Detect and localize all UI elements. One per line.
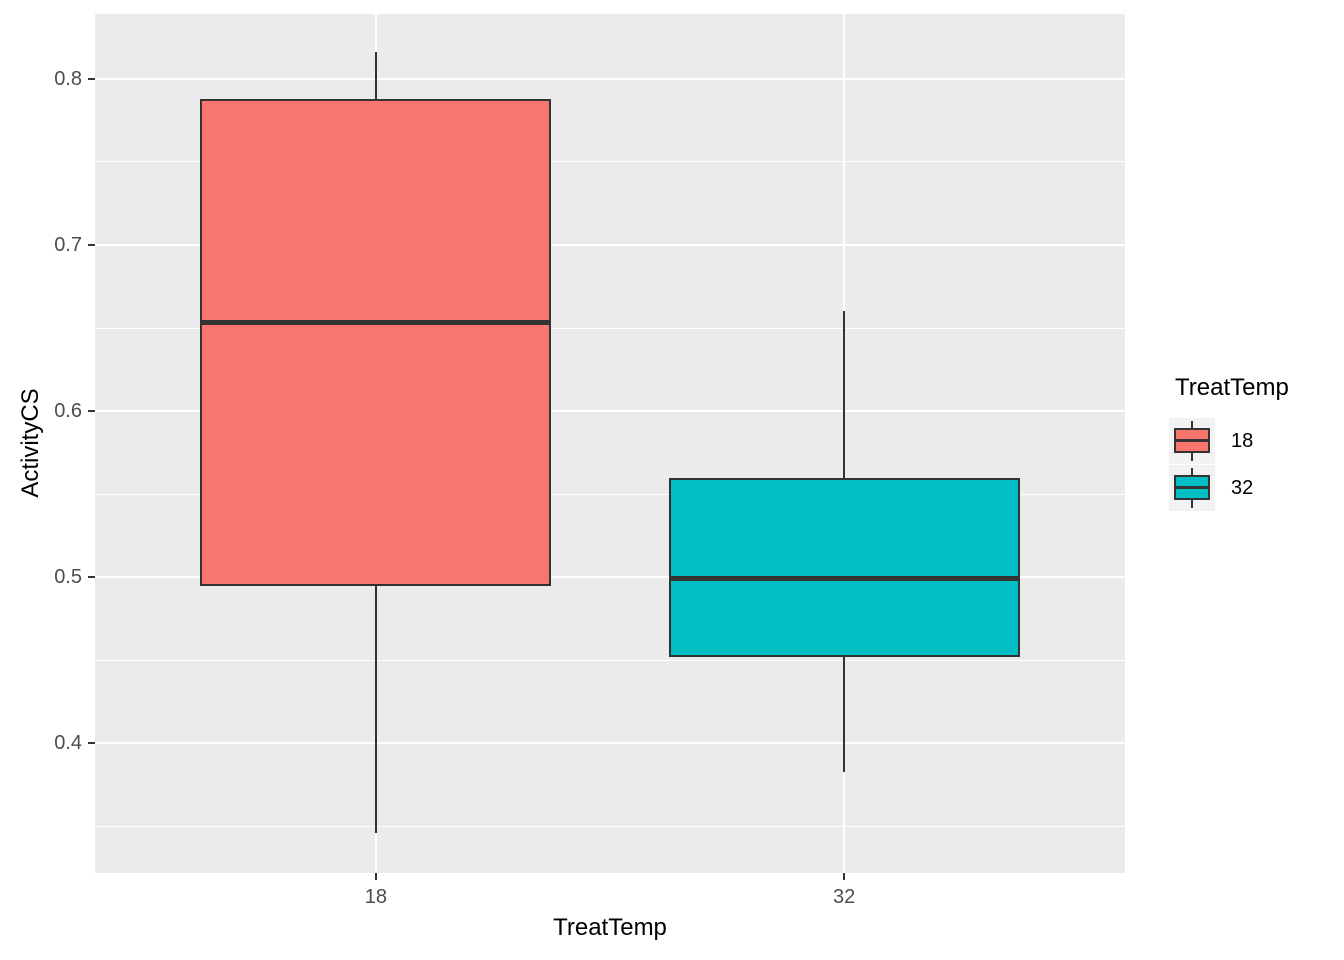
- plot-panel: [95, 14, 1125, 873]
- x-tick-mark: [843, 873, 846, 880]
- gridline-major: [95, 410, 1125, 413]
- legend-key-box: [1174, 428, 1210, 453]
- gridline-major: [95, 243, 1125, 246]
- legend-label: 18: [1231, 430, 1254, 452]
- legend-items: 18 32: [1169, 418, 1344, 511]
- legend-label: 32: [1231, 477, 1254, 499]
- median-line-18: [202, 320, 550, 326]
- gridline-major: [95, 742, 1125, 745]
- legend-item-18: 18: [1169, 418, 1344, 464]
- x-tick-mark: [374, 873, 377, 880]
- legend-title: TreatTemp: [1175, 374, 1289, 401]
- gridline-minor: [95, 825, 1125, 827]
- gridline-minor: [95, 327, 1125, 329]
- y-tick-label: 0.4: [54, 732, 82, 755]
- y-tick-label: 0.6: [54, 400, 82, 423]
- y-tick-label: 0.5: [54, 566, 82, 589]
- gridline-major: [95, 77, 1125, 80]
- y-tick-mark: [88, 576, 95, 579]
- legend-key-median: [1176, 486, 1208, 489]
- gridline-minor: [95, 161, 1125, 163]
- y-tick-mark: [88, 77, 95, 80]
- x-tick-label: 18: [364, 886, 388, 908]
- y-tick-mark: [88, 742, 95, 745]
- legend: TreatTemp 18 32: [1169, 374, 1344, 512]
- gridline-minor: [95, 493, 1125, 495]
- boxplot-box-18: [200, 98, 552, 586]
- median-line-32: [670, 575, 1018, 581]
- legend-key-boxplot-icon: [1169, 418, 1215, 464]
- y-tick-label: 0.7: [54, 233, 82, 256]
- gridline-major: [95, 576, 1125, 579]
- y-tick-label: 0.8: [54, 67, 82, 90]
- x-tick-label: 32: [832, 886, 856, 908]
- y-tick-mark: [88, 410, 95, 413]
- legend-key-median: [1176, 439, 1208, 442]
- x-axis-title: TreatTemp: [553, 914, 667, 941]
- legend-key-boxplot-icon: [1169, 465, 1215, 511]
- legend-item-32: 32: [1169, 465, 1344, 511]
- legend-key-box: [1174, 475, 1210, 500]
- boxplot-box-32: [668, 477, 1020, 657]
- y-tick-mark: [88, 243, 95, 246]
- gridline-minor: [95, 659, 1125, 661]
